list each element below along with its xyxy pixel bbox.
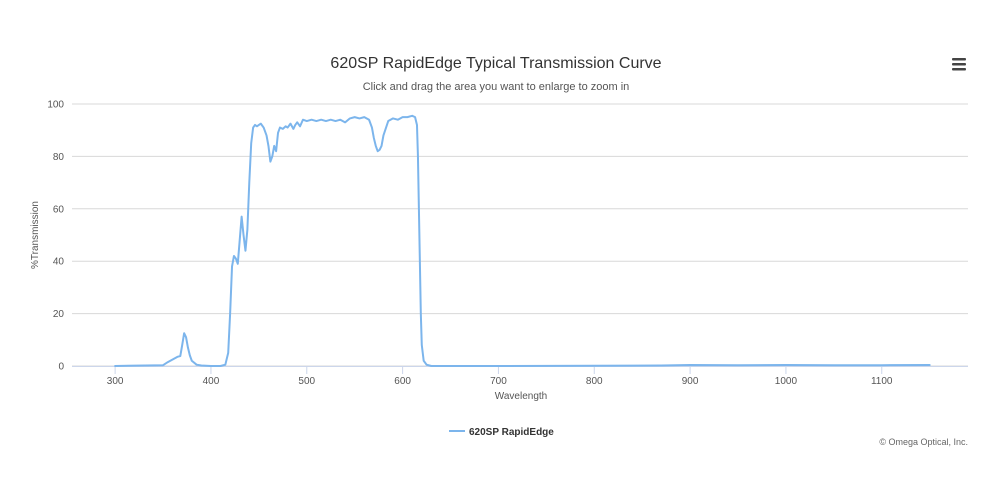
y-tick-label: 100	[47, 100, 64, 111]
x-tick-label: 1100	[871, 376, 893, 387]
x-tick-label: 400	[203, 376, 220, 387]
y-tick-label: 20	[53, 309, 65, 320]
x-tick-labels: 300 400 500 600 700 800 900 1000 1100	[107, 366, 893, 387]
y-axis-title: %Transmission	[30, 201, 41, 269]
chart-title: 620SP RapidEdge Typical Transmission Cur…	[330, 55, 661, 72]
chart-subtitle: Click and drag the area you want to enla…	[363, 81, 630, 93]
y-tick-label: 60	[53, 204, 65, 215]
x-tick-label: 700	[490, 376, 507, 387]
x-tick-label: 600	[394, 376, 411, 387]
y-tick-label: 80	[53, 152, 65, 163]
legend-label: 620SP RapidEdge	[469, 427, 554, 438]
x-tick-label: 500	[298, 376, 315, 387]
y-tick-label: 40	[53, 257, 65, 268]
x-tick-label: 1000	[775, 376, 798, 387]
series-layer[interactable]	[114, 114, 931, 367]
hamburger-menu-icon[interactable]	[952, 58, 966, 71]
y-tick-labels: 0 20 40 60 80 100	[47, 100, 64, 373]
y-tick-label: 0	[58, 362, 64, 373]
y-gridlines	[72, 103, 968, 367]
series-line-0[interactable]	[114, 114, 931, 367]
x-axis-title: Wavelength	[495, 391, 547, 402]
credits[interactable]: © Omega Optical, Inc.	[879, 437, 968, 447]
x-tick-label: 800	[586, 376, 603, 387]
x-tick-label: 900	[682, 376, 699, 387]
legend-item[interactable]: 620SP RapidEdge	[449, 427, 554, 438]
x-tick-label: 300	[107, 376, 124, 387]
